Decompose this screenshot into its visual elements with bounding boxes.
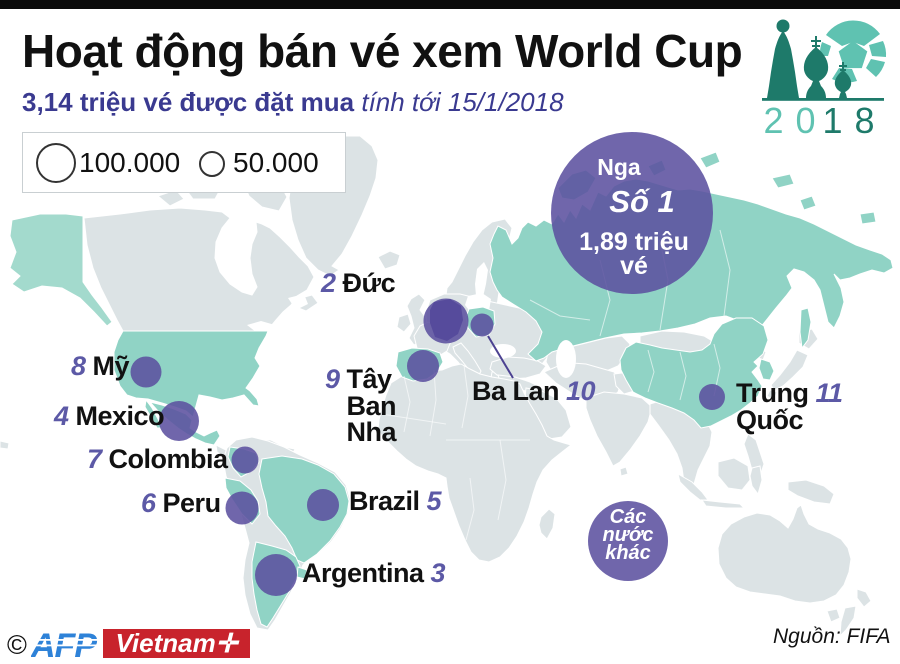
svg-text:2: 2 (763, 100, 783, 141)
svg-text:0: 0 (795, 100, 815, 141)
svg-text:8: 8 (854, 100, 874, 141)
svg-text:1: 1 (822, 100, 842, 141)
